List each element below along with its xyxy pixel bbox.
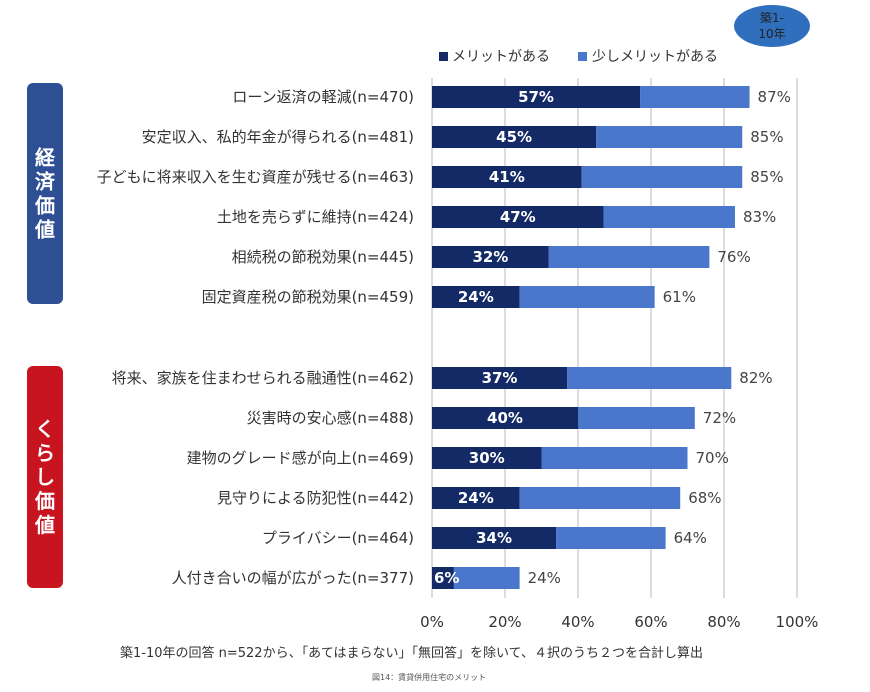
group-label-box [27, 83, 63, 304]
total-label: 83% [743, 208, 776, 226]
legend-label-series2: 少しメリットがある [592, 49, 718, 65]
bar-series1 [432, 166, 582, 188]
total-label: 72% [703, 409, 736, 427]
bar-series1 [432, 286, 520, 308]
bar-series2 [453, 567, 520, 589]
category-label: 将来、家族を住まわせられる融通性(n=462) [112, 369, 414, 387]
x-tick-label: 20% [488, 613, 521, 631]
total-label: 76% [717, 248, 750, 266]
bar-series2 [640, 86, 750, 108]
group-label-char: く [35, 417, 55, 441]
bar-series2 [548, 246, 710, 268]
data-label-series1: 30% [469, 449, 505, 467]
category-label: 子どもに将来収入を生む資産が残せる(n=463) [97, 168, 414, 186]
data-label-series1: 24% [458, 288, 494, 306]
category-label: ローン返済の軽減(n=470) [232, 88, 414, 106]
x-tick-label: 60% [634, 613, 667, 631]
legend-swatch-series2 [578, 52, 587, 61]
data-label-series1: 34% [476, 529, 512, 547]
group-label-char: ら [35, 441, 55, 465]
data-label-series1: 57% [518, 88, 554, 106]
bar-series2 [567, 367, 732, 389]
total-label: 85% [750, 128, 783, 146]
data-label-series1: 6% [434, 569, 459, 587]
bar-series1 [432, 567, 454, 589]
period-badge [734, 5, 810, 47]
data-label-series1: 37% [482, 369, 518, 387]
total-label: 64% [674, 529, 707, 547]
total-label: 70% [696, 449, 729, 467]
figure-caption: 図14：賃貸併用住宅のメリット [372, 673, 487, 682]
badge-line2: 10年 [758, 27, 785, 41]
bar-series2 [603, 206, 735, 228]
group-label-char: 価 [34, 489, 55, 513]
badge-line1: 築1- [760, 10, 784, 25]
bar-series2 [581, 166, 743, 188]
total-label: 87% [758, 88, 791, 106]
bar-series1 [432, 447, 542, 469]
category-label: プライバシー(n=464) [262, 529, 414, 547]
legend-label-series1: メリットがある [452, 49, 550, 65]
total-label: 82% [739, 369, 772, 387]
bar-series2 [578, 407, 695, 429]
data-label-series1: 32% [472, 248, 508, 266]
bar-series2 [541, 447, 688, 469]
data-label-series1: 47% [500, 208, 536, 226]
data-label-series1: 45% [496, 128, 532, 146]
footnote: 築1-10年の回答 n=522から、「あてはまらない」「無回答」を除いて、４択の… [120, 646, 704, 661]
x-tick-label: 0% [420, 613, 444, 631]
group-label-char: し [35, 465, 55, 489]
data-label-series1: 41% [489, 168, 525, 186]
group-label-char: 済 [35, 170, 56, 194]
data-label-series1: 40% [487, 409, 523, 427]
category-label: 見守りによる防犯性(n=442) [217, 489, 414, 507]
bar-series1 [432, 527, 557, 549]
legend-swatch-series1 [439, 52, 448, 61]
group-label-char: 値 [34, 513, 55, 537]
x-tick-label: 100% [776, 613, 819, 631]
group-label-box [27, 366, 63, 588]
category-label: 安定収入、私的年金が得られる(n=481) [142, 128, 414, 146]
total-label: 61% [663, 288, 696, 306]
bar-series1 [432, 407, 578, 429]
bar-series1 [432, 367, 568, 389]
category-label: 相続税の節税効果(n=445) [232, 248, 414, 266]
category-label: 建物のグレード感が向上(n=469) [187, 449, 414, 467]
x-tick-label: 40% [561, 613, 594, 631]
group-label-char: 値 [34, 218, 55, 242]
bar-series2 [519, 487, 681, 509]
bar-series2 [519, 286, 655, 308]
category-label: 災害時の安心感(n=488) [247, 409, 414, 427]
bar-series1 [432, 86, 641, 108]
bar-series2 [596, 126, 743, 148]
data-label-series1: 24% [458, 489, 494, 507]
bar-series2 [556, 527, 666, 549]
bar-series1 [432, 487, 520, 509]
category-label: 人付き合いの幅が広がった(n=377) [172, 569, 414, 587]
bar-series1 [432, 246, 549, 268]
total-label: 85% [750, 168, 783, 186]
bar-series1 [432, 126, 597, 148]
x-tick-label: 80% [707, 613, 740, 631]
bar-series1 [432, 206, 604, 228]
group-label-char: 価 [34, 194, 55, 218]
total-label: 24% [528, 569, 561, 587]
category-label: 固定資産税の節税効果(n=459) [202, 288, 414, 306]
total-label: 68% [688, 489, 721, 507]
category-label: 土地を売らずに維持(n=424) [217, 208, 414, 226]
group-label-char: 経 [35, 146, 56, 170]
